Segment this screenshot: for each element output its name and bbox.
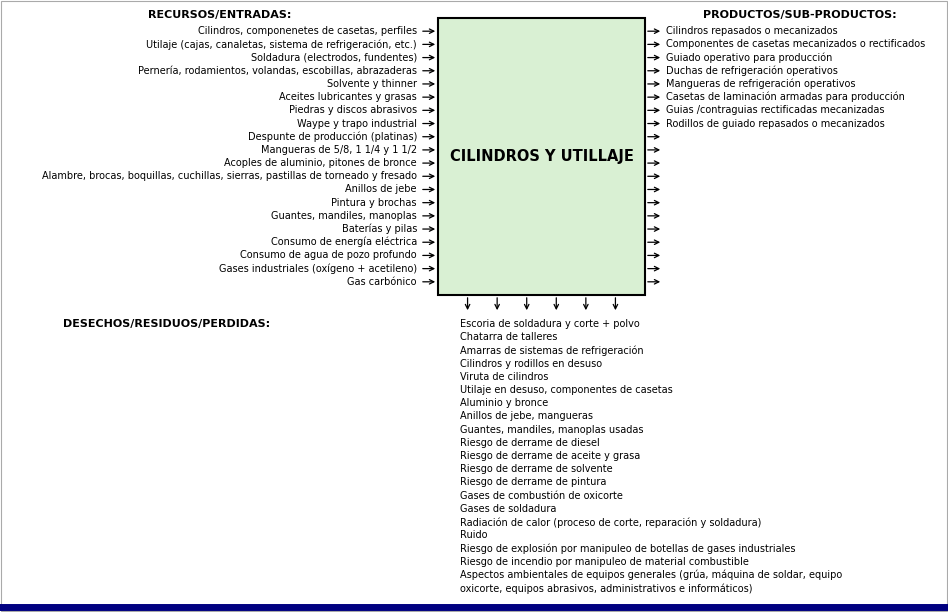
Text: Casetas de laminación armadas para producción: Casetas de laminación armadas para produ… <box>666 92 905 102</box>
Text: Waype y trapo industrial: Waype y trapo industrial <box>297 119 417 129</box>
Text: Gas carbónico: Gas carbónico <box>348 277 417 287</box>
Text: Despunte de producción (platinas): Despunte de producción (platinas) <box>247 132 417 142</box>
Text: Utilaje en desuso, componentes de casetas: Utilaje en desuso, componentes de caseta… <box>460 385 673 395</box>
Text: Solvente y thinner: Solvente y thinner <box>327 79 417 89</box>
Text: Amarras de sistemas de refrigeración: Amarras de sistemas de refrigeración <box>460 345 644 356</box>
Text: Rodillos de guiado repasados o mecanizados: Rodillos de guiado repasados o mecanizad… <box>666 119 884 129</box>
Text: Guias /contraguias rectificadas mecanizadas: Guias /contraguias rectificadas mecaniza… <box>666 105 884 115</box>
Text: Componentes de casetas mecanizados o rectificados: Componentes de casetas mecanizados o rec… <box>666 39 925 50</box>
Text: Alambre, brocas, boquillas, cuchillas, sierras, pastillas de torneado y fresado: Alambre, brocas, boquillas, cuchillas, s… <box>42 171 417 181</box>
Text: Consumo de energía eléctrica: Consumo de energía eléctrica <box>271 237 417 247</box>
Text: Ruido: Ruido <box>460 530 487 540</box>
Text: Cilindros repasados o mecanizados: Cilindros repasados o mecanizados <box>666 26 838 36</box>
Text: Riesgo de derrame de pintura: Riesgo de derrame de pintura <box>460 477 607 487</box>
Text: Chatarra de talleres: Chatarra de talleres <box>460 332 557 342</box>
Text: Riesgo de derrame de diesel: Riesgo de derrame de diesel <box>460 438 600 448</box>
Text: Consumo de agua de pozo profundo: Consumo de agua de pozo profundo <box>241 250 417 261</box>
Text: Cilindros, componenetes de casetas, perfiles: Cilindros, componenetes de casetas, perf… <box>198 26 417 36</box>
Text: Aspectos ambientales de equipos generales (grúa, máquina de soldar, equipo: Aspectos ambientales de equipos generale… <box>460 570 842 580</box>
Text: Mangueras de 5/8, 1 1/4 y 1 1/2: Mangueras de 5/8, 1 1/4 y 1 1/2 <box>261 145 417 155</box>
Text: Guiado operativo para producción: Guiado operativo para producción <box>666 52 832 63</box>
Text: Aluminio y bronce: Aluminio y bronce <box>460 398 548 408</box>
Text: CILINDROS Y UTILLAJE: CILINDROS Y UTILLAJE <box>449 149 633 164</box>
Text: Gases industriales (oxígeno + acetileno): Gases industriales (oxígeno + acetileno) <box>219 263 417 274</box>
Text: Utilaje (cajas, canaletas, sistema de refrigeración, etc.): Utilaje (cajas, canaletas, sistema de re… <box>146 39 417 50</box>
Bar <box>438 18 645 295</box>
Text: Pintura y brochas: Pintura y brochas <box>332 198 417 207</box>
Text: Anillos de jebe, mangueras: Anillos de jebe, mangueras <box>460 411 593 422</box>
Text: PRODUCTOS/SUB-PRODUCTOS:: PRODUCTOS/SUB-PRODUCTOS: <box>703 10 897 20</box>
Text: Anillos de jebe: Anillos de jebe <box>345 184 417 195</box>
Text: Gases de combustión de oxicorte: Gases de combustión de oxicorte <box>460 491 623 501</box>
Text: oxicorte, equipos abrasivos, administrativos e informáticos): oxicorte, equipos abrasivos, administrat… <box>460 583 753 594</box>
Text: Duchas de refrigeración operativos: Duchas de refrigeración operativos <box>666 65 838 76</box>
Text: Viruta de cilindros: Viruta de cilindros <box>460 372 548 382</box>
Text: Piedras y discos abrasivos: Piedras y discos abrasivos <box>289 105 417 115</box>
Text: Aceites lubricantes y grasas: Aceites lubricantes y grasas <box>280 92 417 102</box>
Text: Guantes, mandiles, manoplas: Guantes, mandiles, manoplas <box>271 211 417 221</box>
Text: Riesgo de derrame de aceite y grasa: Riesgo de derrame de aceite y grasa <box>460 451 640 461</box>
Text: Guantes, mandiles, manoplas usadas: Guantes, mandiles, manoplas usadas <box>460 425 644 435</box>
Text: Mangueras de refrigeración operativos: Mangueras de refrigeración operativos <box>666 79 855 89</box>
Text: DESECHOS/RESIDUOS/PERDIDAS:: DESECHOS/RESIDUOS/PERDIDAS: <box>63 319 270 329</box>
Text: Riesgo de derrame de solvente: Riesgo de derrame de solvente <box>460 464 612 474</box>
Text: Gases de soldadura: Gases de soldadura <box>460 504 556 514</box>
Text: Cilindros y rodillos en desuso: Cilindros y rodillos en desuso <box>460 359 602 368</box>
Text: Riesgo de explosión por manipuleo de botellas de gases industriales: Riesgo de explosión por manipuleo de bot… <box>460 543 795 554</box>
Text: Soldadura (electrodos, fundentes): Soldadura (electrodos, fundentes) <box>251 53 417 62</box>
Text: Pernería, rodamientos, volandas, escobillas, abrazaderas: Pernería, rodamientos, volandas, escobil… <box>138 65 417 76</box>
Text: Baterías y pilas: Baterías y pilas <box>341 224 417 234</box>
Text: Radiación de calor (proceso de corte, reparación y soldadura): Radiación de calor (proceso de corte, re… <box>460 517 761 528</box>
Text: Acoples de aluminio, pitones de bronce: Acoples de aluminio, pitones de bronce <box>225 158 417 168</box>
Text: RECURSOS/ENTRADAS:: RECURSOS/ENTRADAS: <box>148 10 292 20</box>
Text: Riesgo de incendio por manipuleo de material combustible: Riesgo de incendio por manipuleo de mate… <box>460 556 749 567</box>
Text: Escoria de soldadura y corte + polvo: Escoria de soldadura y corte + polvo <box>460 319 640 329</box>
